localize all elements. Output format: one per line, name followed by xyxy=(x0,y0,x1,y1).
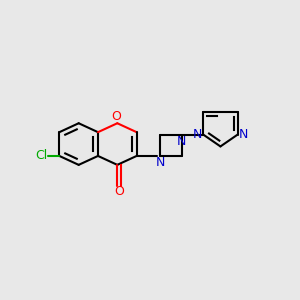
Text: Cl: Cl xyxy=(35,149,47,162)
Text: O: O xyxy=(114,185,124,198)
Text: N: N xyxy=(177,135,187,148)
Text: O: O xyxy=(111,110,121,123)
Text: N: N xyxy=(238,128,248,141)
Text: N: N xyxy=(156,156,165,169)
Text: N: N xyxy=(193,128,203,141)
